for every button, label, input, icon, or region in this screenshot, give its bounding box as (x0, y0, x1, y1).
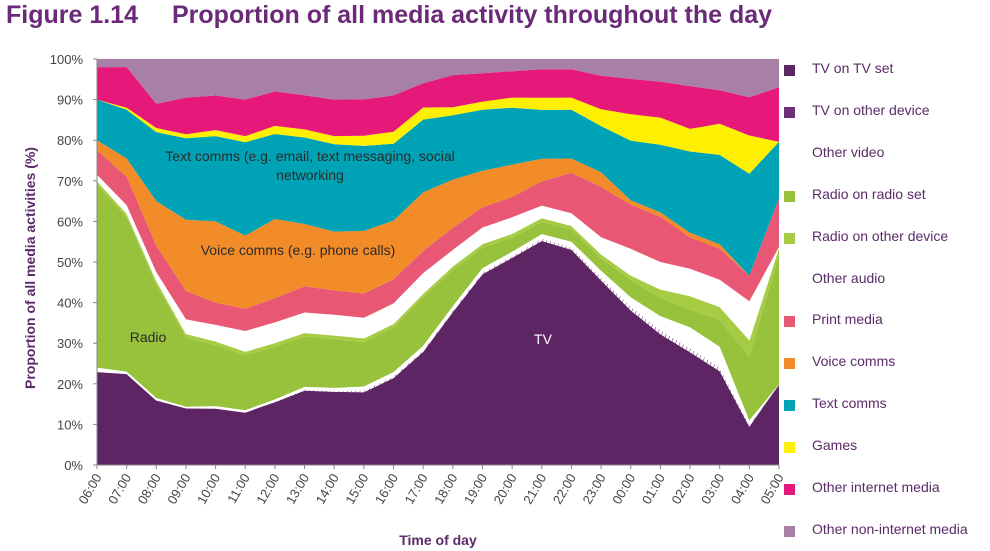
y-tick-label: 0% (64, 458, 83, 473)
legend-label: TV on other device (812, 101, 930, 118)
legend-label: Radio on other device (812, 227, 949, 244)
y-tick-label: 50% (57, 255, 83, 270)
x-axis-label: Time of day (399, 532, 477, 548)
legend-label: Voice comms (812, 353, 896, 370)
x-tick-label: 20:00 (490, 471, 519, 507)
y-tick-label: 100% (50, 52, 84, 67)
x-tick-label: 03:00 (698, 471, 727, 507)
area-other-audio (96, 173, 780, 352)
legend-item: Games (784, 437, 990, 457)
legend-item: Other video (784, 144, 990, 164)
legend-swatch (784, 400, 795, 412)
x-tick-label: 00:00 (609, 471, 638, 507)
legend-swatch (784, 106, 795, 118)
legend-label: Radio on radio set (812, 185, 926, 202)
area-radio-on-radio-set (97, 184, 779, 421)
area-other-internet-media (97, 67, 779, 142)
legend-item: Radio on radio set (784, 186, 990, 206)
area-tv-on-other-device (97, 238, 779, 427)
legend-item: TV on other device (784, 102, 990, 122)
legend-swatch (784, 484, 795, 495)
legend-label: Text comms (812, 395, 887, 412)
legend-item: Print media (784, 311, 990, 331)
x-tick-label: 23:00 (579, 471, 608, 507)
y-axis-label: Proportion of all media activities (%) (22, 147, 38, 389)
annotation-voice-comms: Voice comms (e.g. phone calls) (201, 242, 396, 258)
legend-label: TV on TV set (812, 60, 894, 76)
y-tick-label: 10% (57, 417, 83, 432)
annotation-text-comms: networking (276, 167, 344, 183)
annotation-text-comms: Text comms (e.g. email, text messaging, … (165, 148, 454, 164)
legend-swatch (784, 190, 795, 202)
x-tick-label: 15:00 (342, 471, 371, 507)
legend-item: Other audio (784, 270, 990, 290)
area-text-comms (97, 99, 779, 276)
x-tick-label: 12:00 (253, 471, 282, 507)
y-tick-label: 30% (57, 336, 83, 351)
annotation-radio: Radio (130, 329, 167, 345)
annotations: Text comms (e.g. email, text messaging, … (130, 148, 553, 347)
x-tick-label: 11:00 (224, 471, 253, 506)
x-tick-label: 16:00 (372, 471, 401, 507)
legend-swatch (784, 148, 795, 160)
legend-label: Other non-internet media (812, 520, 968, 537)
y-tick-label: 60% (57, 214, 83, 229)
x-tick-label: 10:00 (194, 471, 223, 507)
x-tick-label: 01:00 (639, 471, 668, 507)
y-tick-label: 70% (57, 174, 83, 189)
x-axis-ticks: 06:00 07:00 08:00 09:00 10:00 11:00 12:00 13:00… (75, 465, 787, 507)
y-axis-ticks: 0% 10% 20% 30% 40% 50% 60% 70% 80% 90% 100% (50, 52, 97, 473)
legend-swatch (784, 442, 795, 454)
figure-title: Proportion of all media activity through… (172, 1, 773, 29)
x-tick-label: 18:00 (431, 471, 460, 507)
area-voice-comms (97, 140, 779, 309)
x-tick-label: 14:00 (313, 471, 342, 507)
x-tick-label: 07:00 (105, 471, 134, 507)
legend-swatch (784, 316, 795, 328)
legend-label: Other video (812, 143, 885, 160)
x-tick-label: 21:00 (520, 471, 549, 507)
x-tick-label: 22:00 (550, 471, 579, 507)
y-tick-label: 20% (57, 377, 83, 392)
area-other-video (96, 233, 780, 426)
x-tick-label: 13:00 (283, 471, 312, 507)
x-tick-label: 06:00 (75, 471, 104, 507)
annotation-tv: TV (534, 331, 553, 347)
area-layers (96, 59, 780, 465)
x-tick-label: 19:00 (461, 471, 490, 507)
x-tick-label: 08:00 (135, 471, 164, 507)
area-print-media (97, 150, 779, 331)
legend-label: Other audio (812, 269, 886, 286)
legend-swatch (784, 274, 795, 286)
x-tick-label: 02:00 (668, 471, 697, 507)
legend-label: Print media (812, 311, 883, 328)
y-tick-label: 40% (57, 296, 83, 311)
area-games (97, 97, 779, 174)
legend-swatch (784, 358, 795, 370)
legend-item: Other non-internet media (784, 521, 990, 541)
legend-label: Games (812, 437, 858, 454)
figure-number: Figure 1.14 (6, 1, 138, 29)
legend-swatch (784, 232, 795, 244)
x-tick-label: 17:00 (402, 471, 431, 507)
legend-label: Other internet media (812, 479, 940, 495)
y-tick-label: 80% (57, 133, 83, 148)
legend-item: Text comms (784, 395, 990, 415)
legend-swatch (784, 525, 795, 537)
x-tick-label: 04:00 (728, 471, 757, 507)
y-tick-label: 90% (57, 93, 83, 108)
legend-item: Radio on other device (784, 228, 990, 248)
area-other-non-internet-media (97, 59, 779, 104)
x-tick-label: 05:00 (757, 471, 786, 507)
legend-item: Other internet media (784, 479, 990, 499)
legend-item: Voice comms (784, 353, 990, 373)
area-tv-on-tv-set (97, 241, 779, 465)
legend-item: TV on TV set (784, 60, 990, 80)
legend-swatch (784, 65, 795, 76)
x-tick-label: 09:00 (164, 471, 193, 507)
